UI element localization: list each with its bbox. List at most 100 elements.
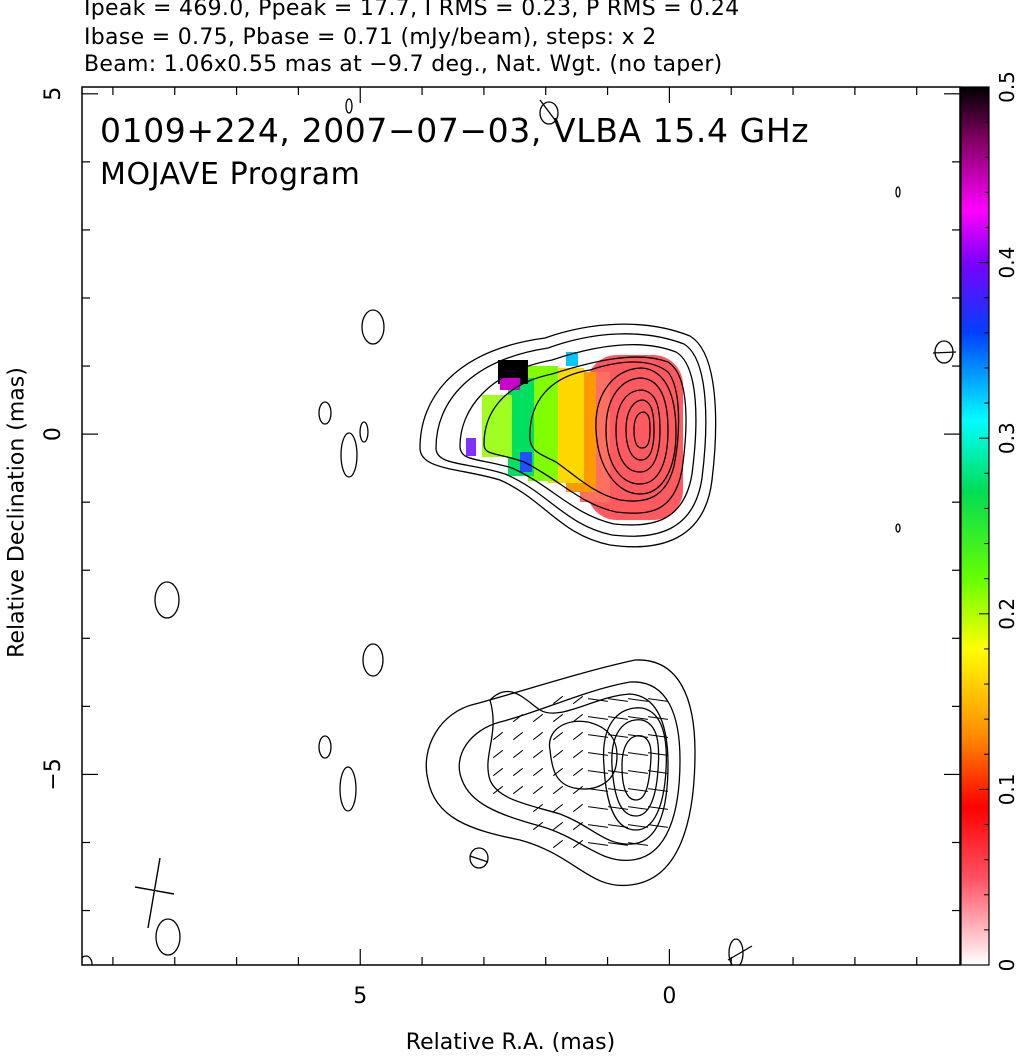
- evpa-tick: [628, 770, 648, 774]
- noise-blob: [82, 955, 93, 965]
- y-tick-label: 0: [41, 427, 66, 441]
- beam-line: Beam: 1.06x0.55 mas at −9.7 deg., Nat. W…: [84, 52, 723, 77]
- evpa-tick: [588, 788, 608, 792]
- plot-title: 0109+224, 2007−07−03, VLBA 15.4 GHz: [100, 111, 809, 150]
- noise-blob: [361, 309, 385, 345]
- y-tick-label: −5: [41, 758, 66, 790]
- evpa-tick: [648, 770, 668, 774]
- evpa-tick: [532, 785, 544, 795]
- y-tick-label: 5: [41, 87, 66, 101]
- colorbar-tick-label: 0.5: [995, 71, 1019, 103]
- evpa-tick: [608, 824, 628, 828]
- contour-level-10: [633, 411, 651, 449]
- evpa-tick: [648, 698, 668, 702]
- contour-level-7: [605, 377, 669, 485]
- evpa-tick: [628, 698, 648, 702]
- evpa-tick: [648, 734, 668, 738]
- evpa-tick: [532, 713, 544, 723]
- noise-tick: [932, 351, 957, 354]
- contour-level-1: [419, 323, 717, 548]
- evpa-tick: [588, 716, 608, 720]
- evpa-tick: [628, 752, 648, 756]
- evpa-tick: [532, 749, 544, 759]
- evpa-tick: [588, 734, 608, 738]
- pol-purple-edge: [466, 438, 476, 456]
- noise-blob: [895, 186, 901, 198]
- contour-level-4: [483, 356, 687, 514]
- evpa-tick: [492, 785, 504, 795]
- x-tick-label: 0: [662, 984, 676, 1009]
- contour-level-2: [435, 333, 707, 537]
- evpa-tick: [628, 806, 648, 810]
- contour-level-5: [529, 361, 680, 502]
- evpa-tick: [512, 767, 524, 777]
- evpa-tick: [552, 695, 564, 705]
- evpa-tick: [572, 695, 584, 705]
- evpa-tick: [512, 785, 524, 795]
- plot-subtitle: MOJAVE Program: [100, 157, 360, 192]
- contour-level-9: [625, 399, 655, 461]
- evpa-tick: [588, 770, 608, 774]
- evpa-tick: [588, 842, 608, 846]
- beam-cross: [134, 857, 175, 929]
- evpa-tick: [608, 752, 628, 756]
- axes: 5 0 5 0 −5: [41, 87, 960, 1009]
- beam-minor-axis: [134, 886, 175, 895]
- evpa-tick: [512, 731, 524, 741]
- evpa-tick: [512, 749, 524, 759]
- noise-blob: [318, 401, 332, 425]
- colorbar: [960, 86, 990, 966]
- y-axis-label: Relative Declination (mas): [4, 367, 30, 658]
- noise-blob: [155, 918, 181, 956]
- x-tick-label: 5: [353, 984, 367, 1009]
- evpa-tick: [608, 806, 628, 810]
- evpa-tick: [588, 752, 608, 756]
- evpa-tick: [492, 767, 504, 777]
- stats-line-2: Ibase = 0.75, Pbase = 0.71 (mJy/beam), s…: [84, 25, 657, 50]
- x-axis-label: Relative R.A. (mas): [405, 1030, 616, 1055]
- colorbar-tick-label: 0.4: [995, 247, 1019, 279]
- pol-contour-level-1: [425, 659, 696, 887]
- y-axis-label-wrap: Relative Declination (mas): [2, 330, 32, 700]
- evpa-tick: [532, 767, 544, 777]
- contour-level-6: [595, 367, 677, 495]
- noise-blob: [469, 847, 489, 869]
- evpa-tick: [572, 803, 584, 813]
- evpa-tick: [608, 698, 628, 702]
- stats-line-1: Ipeak = 469.0, Ppeak = 17.7, I RMS = 0.2…: [84, 0, 740, 21]
- evpa-tick: [628, 716, 648, 720]
- evpa-tick: [572, 839, 584, 849]
- evpa-tick: [608, 716, 628, 720]
- noise-blob: [318, 735, 332, 759]
- noise-blob: [359, 421, 369, 443]
- evpa-tick: [552, 839, 564, 849]
- evpa-tick: [628, 842, 648, 846]
- noise-blob: [339, 766, 357, 812]
- noise-blob: [728, 938, 744, 965]
- evpa-tick: [552, 821, 564, 831]
- evpa-tick: [628, 788, 648, 792]
- colorbar-tick-label: 0: [995, 959, 1019, 972]
- evpa-tick: [588, 824, 608, 828]
- evpa-tick: [552, 803, 564, 813]
- evpa-tick: [552, 785, 564, 795]
- upper-source-contours: [419, 323, 717, 548]
- evpa-tick: [492, 731, 504, 741]
- contour-level-3: [459, 344, 697, 526]
- evpa-tick: [512, 713, 524, 723]
- evpa-tick: [648, 788, 668, 792]
- evpa-tick: [648, 806, 668, 810]
- beam-major-axis: [147, 857, 161, 929]
- noise-blob: [154, 581, 180, 619]
- colorbar-ticks: 0 0.1 0.2 0.3 0.4 0.5: [979, 71, 1019, 971]
- evpa-tick: [628, 824, 648, 828]
- evpa-tick: [552, 731, 564, 741]
- evpa-tick: [608, 842, 628, 846]
- pol-contour-level-2: [458, 681, 681, 862]
- evpa-tick: [572, 767, 584, 777]
- noise-blob: [340, 432, 358, 478]
- evpa-tick: [608, 770, 628, 774]
- evpa-tick: [588, 698, 608, 702]
- evpa-tick: [572, 821, 584, 831]
